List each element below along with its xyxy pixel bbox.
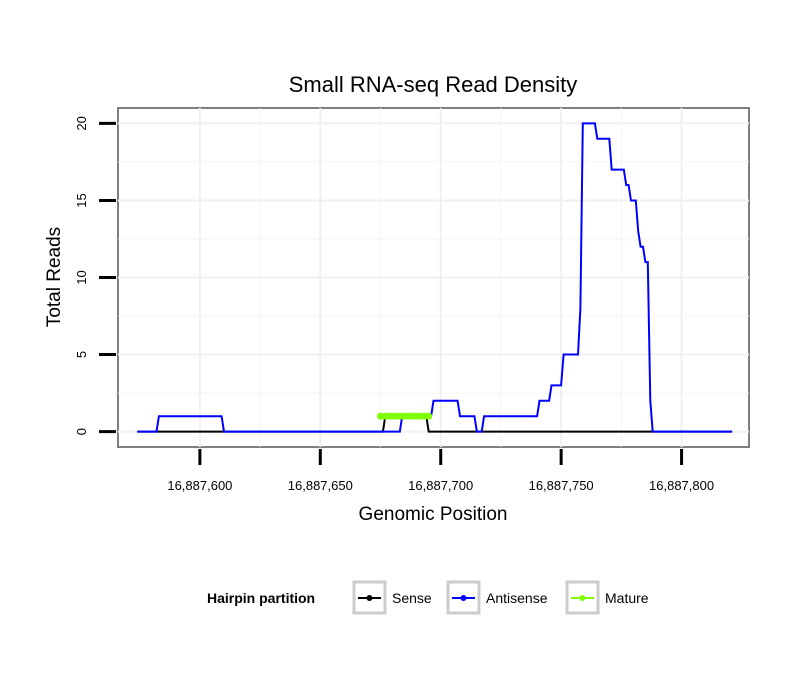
x-axis-label: Genomic Position <box>359 504 508 525</box>
series-point-mature <box>415 412 423 420</box>
series-point-mature <box>405 412 413 420</box>
series-point-mature <box>396 412 404 420</box>
legend-label-antisense: Antisense <box>486 590 548 606</box>
legend-item-sense: Sense <box>352 580 432 615</box>
legend-label-mature: Mature <box>605 590 649 606</box>
legend-label-sense: Sense <box>392 590 432 606</box>
series-point-mature <box>377 412 385 420</box>
series-point-mature <box>420 412 428 420</box>
legend-item-antisense: Antisense <box>446 580 548 615</box>
legend-dot-sense <box>366 595 373 601</box>
series-point-mature <box>391 412 399 420</box>
x-tick-label: 16,887,700 <box>408 478 473 493</box>
y-axis-label: Total Reads <box>44 227 65 327</box>
x-axis: 16,887,600 16,887,650 16,887,700 16,887,750… <box>167 449 714 493</box>
y-tick-label: 20 <box>74 116 89 130</box>
y-axis: 0 5 10 15 20 <box>74 116 116 435</box>
chart-title: Small RNA-seq Read Density <box>289 72 578 97</box>
y-tick-label: 10 <box>74 270 89 284</box>
legend: Hairpin partition Sense Antisense Mature <box>207 580 649 615</box>
y-tick-label: 0 <box>74 428 89 435</box>
legend-dot-antisense <box>460 595 467 601</box>
y-tick-label: 15 <box>74 193 89 207</box>
x-tick-label: 16,887,600 <box>167 478 232 493</box>
legend-title: Hairpin partition <box>207 590 315 606</box>
legend-dot-mature <box>579 595 586 601</box>
x-tick-label: 16,887,750 <box>529 478 594 493</box>
series-layer <box>137 122 733 433</box>
series-point-mature <box>410 412 418 420</box>
series-point-mature <box>381 412 389 420</box>
series-point-mature <box>425 412 433 420</box>
y-tick-label: 5 <box>74 351 89 358</box>
x-tick-label: 16,887,800 <box>649 478 714 493</box>
x-tick-label: 16,887,650 <box>288 478 353 493</box>
series-point-mature <box>401 412 409 420</box>
series-point-mature <box>386 412 394 420</box>
legend-item-mature: Mature <box>565 580 649 615</box>
